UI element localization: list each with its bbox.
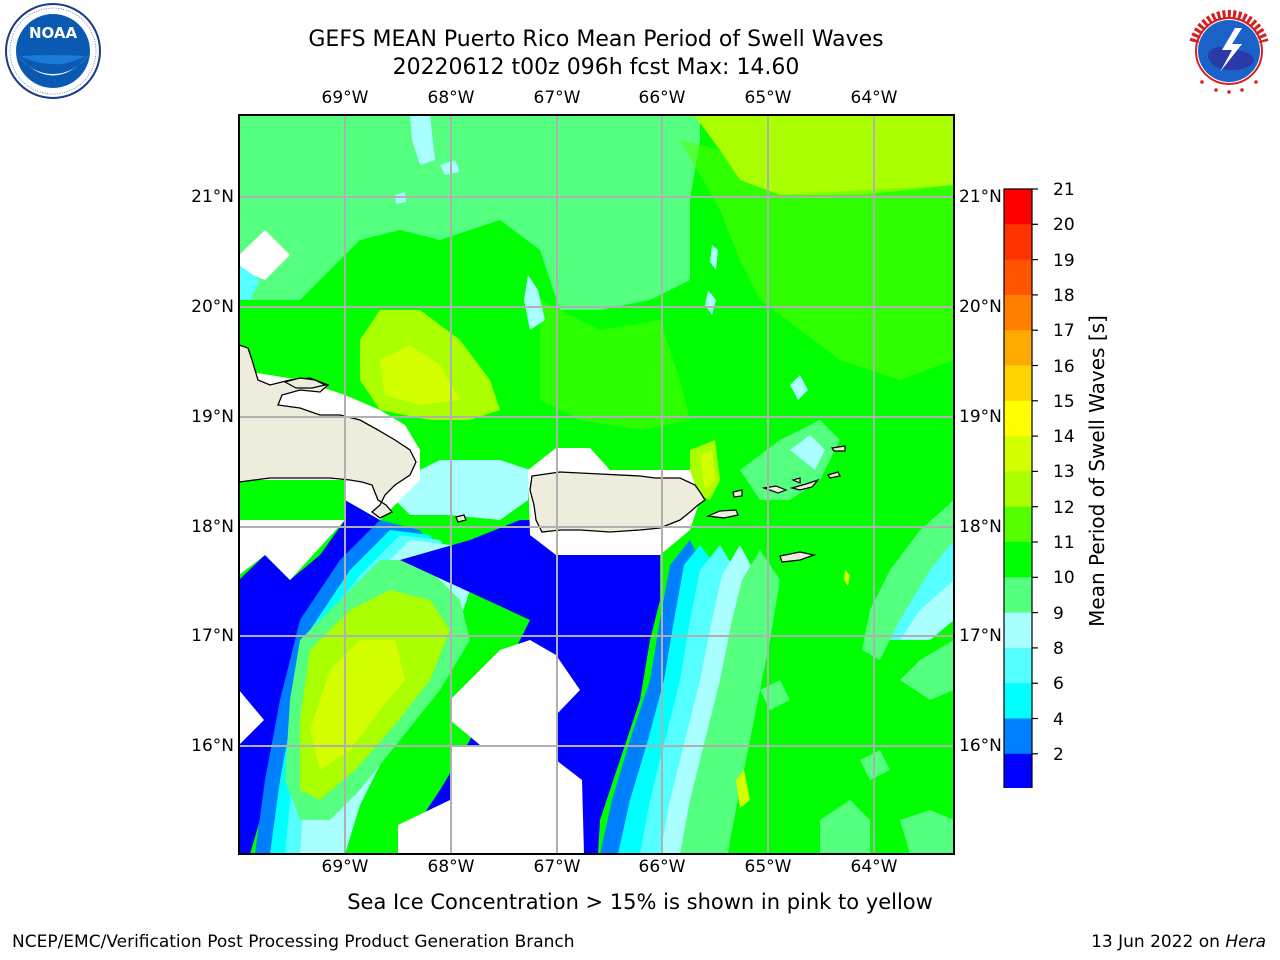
colorbar-tick-label: 13 [1053, 462, 1075, 483]
lon-label-top: 66°W [638, 88, 686, 108]
map-graticule [239, 115, 954, 854]
colorbar-scale [1003, 188, 1038, 788]
colorbar-segment [1004, 577, 1032, 614]
colorbar-tick-label: 18 [1053, 285, 1075, 306]
lon-label-bottom: 69°W [321, 857, 369, 877]
colorbar-segment [1004, 189, 1032, 225]
lon-label-bottom: 67°W [533, 857, 581, 877]
colorbar-tick-label: 12 [1053, 497, 1075, 518]
colorbar-segment [1004, 259, 1032, 296]
lat-label-left: 16°N [191, 736, 234, 756]
lon-label-bottom: 68°W [427, 857, 475, 877]
colorbar-tick-label: 2 [1053, 744, 1064, 765]
lon-label-top: 68°W [427, 88, 475, 108]
lon-label-top: 69°W [321, 88, 369, 108]
footer-credit: NCEP/EMC/Verification Post Processing Pr… [12, 932, 575, 952]
lat-label-right: 21°N [959, 187, 1002, 207]
lon-label-bottom: 64°W [850, 857, 898, 877]
lat-label-right: 19°N [959, 407, 1002, 427]
colorbar-tick-label: 8 [1053, 638, 1064, 659]
footer-date-text: 13 Jun 2022 on [1091, 932, 1226, 952]
colorbar-segment [1004, 330, 1032, 366]
colorbar-tick-label: 4 [1053, 709, 1064, 730]
chart-title: GEFS MEAN Puerto Rico Mean Period of Swe… [308, 27, 884, 52]
nws-logo-icon [1183, 5, 1275, 97]
colorbar-segment [1004, 400, 1032, 437]
colorbar-segment [1004, 647, 1032, 684]
colorbar-segment [1004, 506, 1032, 543]
map-frame [238, 114, 955, 855]
colorbar-tick-label: 17 [1053, 321, 1075, 342]
colorbar-segment [1004, 542, 1032, 578]
colorbar-segment [1004, 612, 1032, 649]
colorbar-frame [1003, 188, 1033, 788]
chart-subtitle: 20220612 t00z 096h fcst Max: 14.60 [392, 55, 800, 80]
lon-label-bottom: 66°W [638, 857, 686, 877]
colorbar-tick-label: 11 [1053, 533, 1075, 553]
lat-label-left: 17°N [191, 626, 234, 646]
colorbar-segment [1004, 224, 1032, 261]
lat-label-right: 18°N [959, 517, 1002, 537]
lon-label-top: 67°W [533, 88, 581, 108]
lat-label-right: 20°N [959, 297, 1002, 317]
footer-machine: Hera [1225, 932, 1266, 952]
lon-label-top: 64°W [850, 88, 898, 108]
colorbar-tick-label: 21 [1053, 180, 1075, 200]
map-contour-field [239, 115, 954, 854]
lon-label-bottom: 65°W [744, 857, 792, 877]
colorbar-tick-label: 19 [1053, 250, 1075, 271]
colorbar-label: Mean Period of Swell Waves [s] [1085, 315, 1109, 627]
lat-label-right: 17°N [959, 626, 1002, 646]
lon-label-top: 65°W [744, 88, 792, 108]
colorbar-segment [1004, 718, 1032, 755]
lat-label-left: 19°N [191, 407, 234, 427]
colorbar-segment [1004, 753, 1032, 788]
colorbar-tick-label: 9 [1053, 603, 1064, 624]
colorbar-segment [1004, 683, 1032, 719]
sea-ice-footnote: Sea Ice Concentration > 15% is shown in … [347, 890, 933, 914]
colorbar-tick-label: 6 [1053, 674, 1064, 695]
colorbar-segment [1004, 294, 1032, 331]
lat-label-left: 20°N [191, 297, 234, 317]
noaa-logo-icon: NOAA [5, 3, 101, 99]
colorbar-tick-label: 10 [1053, 568, 1075, 589]
colorbar-tick-label: 20 [1053, 215, 1075, 236]
colorbar-segment [1004, 365, 1032, 402]
colorbar-segment [1004, 471, 1032, 508]
colorbar-tick-label: 16 [1053, 356, 1075, 377]
colorbar-tick-label: 14 [1053, 427, 1075, 448]
lat-label-left: 18°N [191, 517, 234, 537]
lat-label-right: 16°N [959, 736, 1002, 756]
svg-text:NOAA: NOAA [29, 24, 78, 42]
lat-label-left: 21°N [191, 187, 234, 207]
colorbar-segment [1004, 436, 1032, 472]
footer-date: 13 Jun 2022 on Hera [1091, 932, 1266, 952]
colorbar-tick-label: 15 [1053, 391, 1075, 412]
